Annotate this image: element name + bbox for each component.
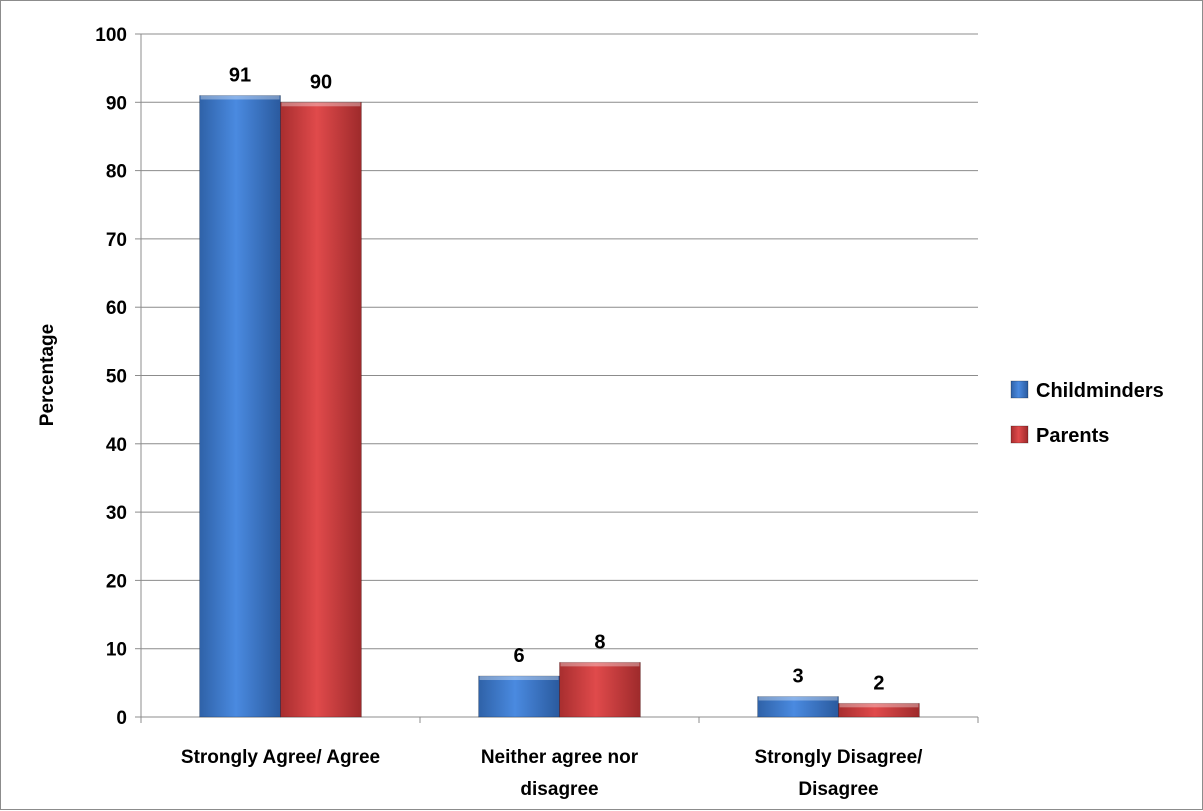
legend-label: Childminders	[1036, 380, 1164, 402]
data-label: 6	[513, 645, 524, 667]
bar-childminders	[199, 95, 281, 718]
y-tick-label: 0	[116, 708, 127, 729]
data-label: 2	[873, 672, 884, 694]
x-tick-label: Strongly Disagree/	[755, 747, 924, 768]
x-tick-label: Disagree	[798, 779, 878, 800]
bar-highlight	[200, 95, 280, 100]
legend: Childminders Parents	[1010, 380, 1164, 447]
bar-highlight	[281, 102, 361, 107]
y-tick-label: 40	[106, 435, 127, 456]
y-tick-label: 50	[106, 367, 127, 388]
y-tick-label: 80	[106, 162, 127, 183]
y-tick-label: 30	[106, 503, 127, 524]
y-tick-label: 10	[106, 640, 127, 661]
bar-highlight	[839, 703, 919, 708]
y-tick-label: 20	[106, 571, 127, 592]
x-tick-label: Strongly Agree/ Agree	[181, 747, 380, 768]
data-label: 8	[594, 631, 605, 653]
bar-highlight	[479, 676, 559, 681]
bar-highlight	[560, 662, 640, 667]
bar-highlight	[758, 696, 838, 701]
x-tick-label: Neither agree nor	[481, 747, 639, 768]
labels: 0 10 20 30 40 50 60 70 80 90 100 91 90 Strongly Agree…	[95, 25, 923, 800]
y-tick-label: 70	[106, 230, 127, 251]
bar-parents	[838, 702, 920, 718]
y-tick-label: 100	[95, 25, 127, 46]
bars	[199, 95, 920, 718]
bar-parents	[559, 661, 641, 718]
legend-swatch-parents	[1010, 425, 1029, 444]
x-tick-label: disagree	[520, 779, 598, 800]
y-tick-label: 90	[106, 93, 127, 114]
data-label: 90	[310, 71, 332, 93]
data-label: 3	[792, 666, 803, 688]
legend-label: Parents	[1036, 425, 1109, 447]
y-tick-label: 60	[106, 298, 127, 319]
legend-swatch-childminders	[1010, 380, 1029, 399]
bar-childminders	[478, 675, 560, 718]
data-label: 91	[229, 64, 251, 86]
bar-parents	[280, 101, 362, 718]
y-axis-title: Percentage	[37, 324, 58, 426]
